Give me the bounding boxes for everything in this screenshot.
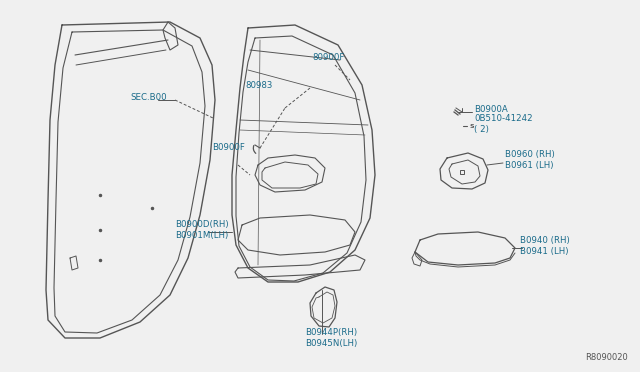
Text: SEC.B00: SEC.B00 xyxy=(130,93,166,103)
Text: R8090020: R8090020 xyxy=(585,353,628,362)
Text: B0900D(RH)
B0901M(LH): B0900D(RH) B0901M(LH) xyxy=(175,220,228,240)
Text: B0944P(RH)
B0945N(LH): B0944P(RH) B0945N(LH) xyxy=(305,328,357,348)
Text: 80900F: 80900F xyxy=(312,54,344,62)
Text: 0B510-41242
( 2): 0B510-41242 ( 2) xyxy=(474,114,532,134)
Text: B0940 (RH)
B0941 (LH): B0940 (RH) B0941 (LH) xyxy=(520,236,570,256)
Text: B0960 (RH)
B0961 (LH): B0960 (RH) B0961 (LH) xyxy=(505,150,555,170)
Text: S: S xyxy=(470,124,474,128)
Text: B0900F: B0900F xyxy=(212,144,245,153)
Text: B0900A: B0900A xyxy=(474,106,508,115)
Text: 80983: 80983 xyxy=(245,80,273,90)
